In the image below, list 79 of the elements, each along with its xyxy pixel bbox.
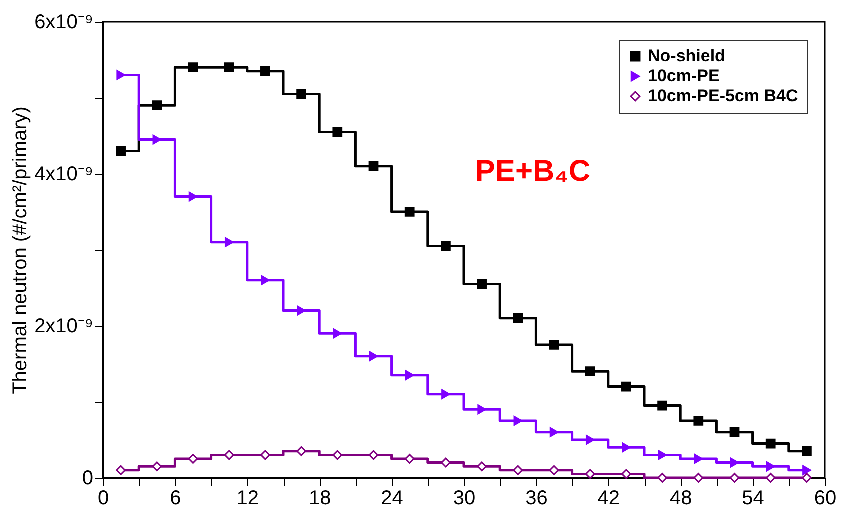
point [766, 473, 776, 483]
x-tick-label: 12 [236, 488, 260, 510]
point [478, 404, 486, 415]
point [260, 450, 270, 460]
point [622, 469, 632, 480]
point [260, 66, 270, 76]
point [694, 416, 704, 426]
x-tick-label: 30 [453, 488, 476, 510]
legend-label: No-shield [648, 46, 726, 66]
point [224, 450, 234, 460]
point [766, 462, 776, 472]
point [513, 465, 524, 476]
point [116, 146, 126, 156]
point [441, 241, 451, 252]
point [766, 438, 776, 449]
y-axis-title: Thermal neutron (#/cm²/primary) [10, 106, 32, 394]
point [224, 237, 234, 248]
point [152, 462, 162, 472]
x-tick-label: 18 [308, 488, 332, 510]
point [188, 62, 198, 73]
point [730, 427, 740, 438]
point [477, 462, 487, 472]
point [188, 454, 198, 464]
point [333, 328, 342, 339]
point [730, 473, 740, 483]
point [549, 465, 560, 476]
point [332, 450, 343, 460]
point [297, 306, 306, 316]
point [802, 465, 812, 476]
y-tick-label: 4x10⁻⁹ [34, 164, 94, 186]
x-tick-label: 60 [814, 488, 837, 510]
x-tick-label: 24 [381, 488, 404, 510]
point [368, 161, 379, 172]
point [224, 62, 234, 73]
point [730, 458, 740, 468]
point [802, 446, 812, 456]
x-tick-label: 36 [526, 488, 548, 510]
point [658, 400, 668, 411]
point [802, 473, 812, 483]
point [658, 473, 668, 483]
x-tick-label: 0 [98, 488, 110, 510]
point [442, 389, 450, 400]
point [405, 370, 414, 380]
point [404, 207, 415, 217]
x-tick-label: 48 [670, 488, 692, 510]
point [116, 465, 126, 476]
y-tick-label: 6x10⁻⁹ [34, 12, 94, 34]
point [658, 450, 667, 460]
point [550, 427, 559, 438]
x-tick-label: 6 [170, 488, 182, 510]
point [622, 442, 631, 453]
x-tick-label: 42 [598, 488, 620, 510]
point [586, 435, 595, 445]
point [694, 473, 704, 483]
annotation: PE+B₄C [475, 155, 591, 188]
point [404, 454, 415, 464]
point [585, 366, 596, 377]
x-tick-label: 54 [742, 488, 764, 510]
point [368, 450, 379, 460]
point [441, 458, 451, 468]
point [261, 275, 270, 286]
point [622, 382, 632, 392]
y-tick-label: 2x10⁻⁹ [34, 316, 94, 338]
point [477, 279, 487, 290]
point [585, 469, 596, 480]
point [296, 89, 306, 100]
point [116, 70, 126, 80]
point [549, 340, 560, 350]
point [332, 127, 343, 138]
point [152, 100, 162, 111]
legend-label: 10cm-PE [648, 66, 720, 86]
point [513, 313, 524, 324]
point [188, 192, 198, 202]
legend-label: 10cm-PE-5cm B4C [648, 86, 798, 106]
point [296, 446, 306, 456]
point [514, 416, 523, 426]
point [694, 454, 704, 464]
point [369, 351, 378, 362]
y-tick-label: 0 [82, 468, 94, 490]
